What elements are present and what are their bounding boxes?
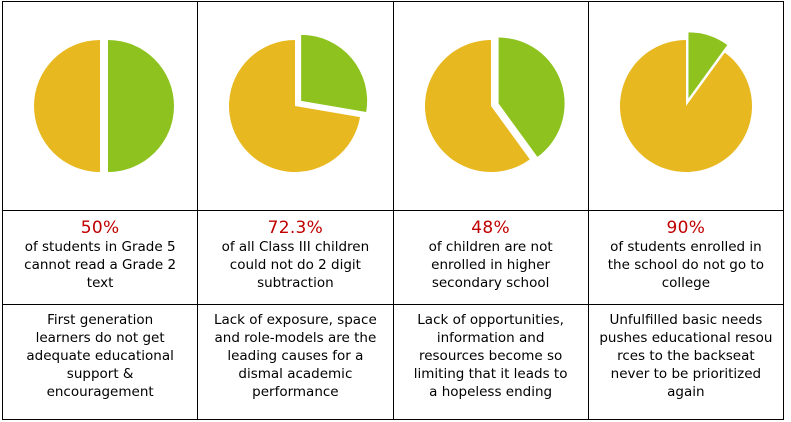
- pie-chart-2: [229, 34, 368, 172]
- stat-cell-3: 48% of children are not enrolled in high…: [392, 210, 589, 305]
- desc-cell-1: First generation learners do not get ade…: [1, 304, 199, 420]
- stat-cell-2: 72.3% of all Class III children could no…: [197, 210, 394, 305]
- stat-value: 72.3%: [267, 218, 324, 238]
- pie-slice-1: [301, 34, 368, 112]
- stat-line: of students in Grade 5: [24, 239, 176, 255]
- stat-line: of children are not: [428, 239, 553, 255]
- desc-cell-3: Lack of opportunities, information and r…: [392, 304, 589, 420]
- pie-chart-4: [619, 32, 752, 172]
- description-line: support &: [66, 366, 134, 382]
- stat-line: college: [661, 275, 711, 291]
- description-line: information and: [436, 330, 545, 346]
- stat-value: 90%: [666, 218, 706, 238]
- pie-slice-1: [498, 37, 565, 157]
- description-text: Lack of opportunities, information and r…: [394, 305, 588, 401]
- pie-slice-1: [688, 32, 728, 99]
- pie-row: [1, 1, 785, 211]
- description-text: First generation learners do not get ade…: [3, 305, 197, 401]
- pie-chart-3: [424, 37, 565, 172]
- description-line: rces to the backseat: [617, 348, 755, 364]
- description-line: First generation: [47, 312, 154, 328]
- pie-slice-2: [619, 40, 752, 172]
- desc-cell-2: Lack of exposure, space and role-models …: [197, 304, 394, 420]
- description-line: adequate educational: [26, 348, 174, 364]
- stat-line: enrolled in higher: [431, 257, 551, 273]
- stat-line: of all Class III children: [221, 239, 370, 255]
- description-line: Lack of exposure, space: [213, 312, 377, 328]
- stat-line: of students enrolled in: [610, 239, 762, 255]
- description-line: a hopeless ending: [429, 384, 553, 400]
- description-text: Lack of exposure, space and role-models …: [198, 305, 392, 401]
- stat-value: 50%: [80, 218, 120, 238]
- description-line: leading causes for a: [227, 348, 364, 364]
- stat-line: could not do 2 digit: [229, 257, 361, 273]
- pie-chart-1: [34, 40, 175, 172]
- desc-cell-4: Unfulfilled basic needs pushes education…: [587, 304, 785, 420]
- description-line: Lack of opportunities,: [417, 312, 564, 328]
- description-line: resources become so: [418, 348, 563, 364]
- pie-slice-2: [229, 40, 361, 172]
- pie-cell-3: [392, 1, 589, 211]
- stat-line: the school do not go to: [607, 257, 764, 273]
- description-line: pushes educational resou: [599, 330, 773, 346]
- stat-line: subtraction: [257, 275, 334, 291]
- description-line: limiting that it leads to: [413, 366, 568, 382]
- pie-cell-2: [197, 1, 394, 211]
- pie-cell-1: [1, 1, 199, 211]
- description-line: performance: [252, 384, 339, 400]
- description-row: First generation learners do not get ade…: [1, 304, 785, 420]
- stat-line: text: [86, 275, 114, 291]
- description-line: dismal academic: [238, 366, 353, 382]
- description-line: learners do not get: [35, 330, 165, 346]
- pie-slice-1: [108, 40, 175, 172]
- description-line: again: [667, 384, 705, 400]
- stat-line: cannot read a Grade 2: [24, 257, 177, 273]
- stat-value: 48%: [471, 218, 510, 238]
- description-line: and role-models are the: [214, 330, 377, 346]
- pie-slice-2: [34, 40, 101, 172]
- pie-slice-2: [424, 40, 530, 172]
- description-line: never to be prioritized: [610, 366, 762, 382]
- description-text: Unfulfilled basic needs pushes education…: [589, 305, 783, 401]
- description-line: encouragement: [46, 384, 154, 400]
- stat-line: secondary school: [431, 275, 550, 291]
- stat-cell-4: 90% of students enrolled in the school d…: [587, 210, 785, 305]
- stat-row: 50% of students in Grade 5 cannot read a…: [1, 210, 785, 305]
- pie-cell-4: [587, 1, 785, 211]
- description-line: Unfulfilled basic needs: [609, 312, 763, 328]
- stat-cell-1: 50% of students in Grade 5 cannot read a…: [1, 210, 199, 305]
